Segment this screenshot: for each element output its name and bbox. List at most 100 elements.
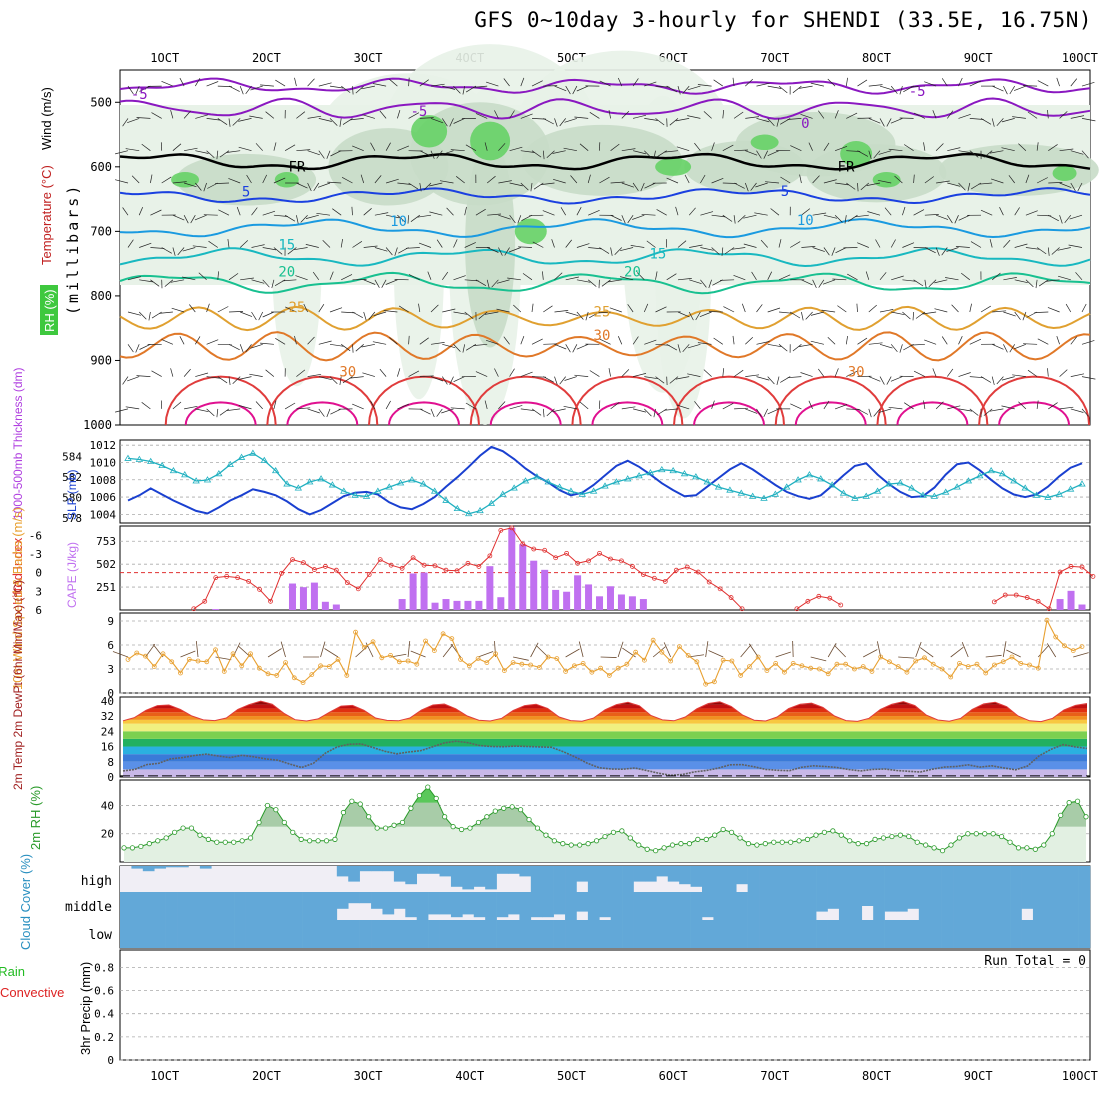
wind-barb [307,408,320,414]
wind-barb [677,278,692,281]
wind-barb [509,214,516,224]
wind-barb [947,110,954,119]
wind-barb [496,279,510,284]
lifted-index-marker [191,606,197,612]
cloud-cell [519,920,532,948]
cape-bar [486,566,494,610]
wind-barb [620,276,634,281]
wind-barb [913,209,925,216]
wind-barb [801,279,813,286]
wind-barb [834,368,839,377]
cloud-cell [644,892,657,920]
cloud-cell [154,920,166,948]
surface-wind-barb [663,642,672,658]
rh2m-marker [948,842,954,848]
wind-speed-marker [274,673,280,678]
cloud-cell [964,920,977,948]
isotherm-label: 5 [242,185,250,201]
wind-barb [429,182,443,187]
rh2m-marker [374,825,380,831]
wind-barb [675,376,690,380]
wind-barb [891,311,905,316]
wind-barb [632,336,639,345]
wind-barb [722,402,734,410]
wind-barb [522,273,533,281]
cloud-cell [142,892,155,920]
bottom-date-label: 4OCT [455,1069,484,1083]
cloud-cell [530,866,543,892]
wind-barb [383,310,398,313]
wind-barb [389,78,398,87]
wind-speed-marker [703,681,709,687]
wind-barb [1012,374,1026,377]
wind-barb [125,406,140,410]
wind-barb [941,78,948,87]
lifted-tick-label: -3 [29,548,42,561]
wind-speed-marker [501,668,507,673]
wind-barb [632,78,639,87]
cloud-cell [1055,920,1068,948]
cloud-cell [850,892,863,920]
cape-bar [606,586,614,610]
isotherm-label: 10 [390,214,407,230]
cloud-cell [781,892,794,920]
cloud-cell [188,920,201,948]
wind-barb [868,84,883,87]
temp-band [123,746,1087,755]
wind-barb [184,405,198,410]
wind-barb [720,279,735,281]
wind-barb [808,142,813,151]
cloud-cell [793,866,806,892]
wind-barb [980,376,992,383]
cloud-cell [508,866,520,874]
lifted-index-marker [805,598,811,604]
lifted-tick-label: 3 [35,585,42,598]
wind-barb [408,182,419,190]
wind-barb [542,271,544,280]
wind-barb [969,338,982,345]
wind-barb [610,247,613,256]
wind-speed-marker [860,664,866,669]
wind-barb [441,150,454,156]
wind-barb [827,336,836,345]
wind-barb [462,344,466,353]
cape-bar [420,572,428,610]
cape-bar [519,544,527,610]
wind-barb [644,118,658,121]
wind-barb [450,149,465,152]
wind-barb [865,271,870,280]
rh2m-marker [467,825,473,831]
wind-barb [700,247,714,251]
wind-barb [127,239,134,248]
thickness-marker [737,489,745,496]
wind-barb [419,375,434,377]
cloud-cell [393,920,406,948]
wind-barb [138,311,147,320]
rh2m-marker [560,841,566,847]
cloud-cell [165,866,178,868]
thickness-marker [680,470,689,477]
wind-barb [992,85,1004,92]
wind-barb [745,150,758,156]
surface-wind-barb [565,648,580,658]
lifted-index-line [994,565,1094,610]
wind-barb [362,372,376,377]
wind-barb [164,279,174,287]
wind-barb [868,376,881,382]
thickness-marker [226,460,234,467]
wind-barb [722,368,725,377]
thickness-marker [306,478,314,485]
cloud-cell [941,920,954,948]
wind-barb [969,80,982,87]
cloud-cell [519,866,532,877]
wind-barb [1045,279,1060,282]
wind-barb [246,174,252,184]
wind-barb [745,116,760,119]
wind-barb [136,117,151,119]
cloud-cell [279,920,292,948]
bottom-date-label: 7OCT [760,1069,789,1083]
lifted-index-line [193,527,743,610]
wind-speed-marker [335,657,341,662]
wind-barb [139,85,151,92]
wind-barb [449,118,454,127]
